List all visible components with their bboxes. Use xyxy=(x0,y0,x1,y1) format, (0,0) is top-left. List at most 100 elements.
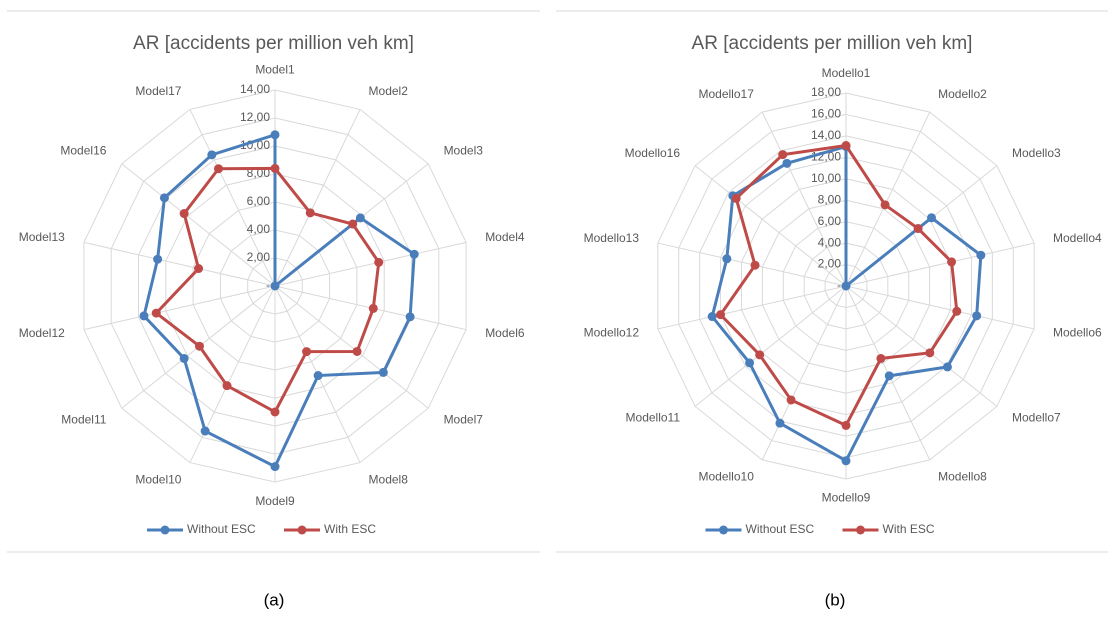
data-point xyxy=(976,250,986,260)
category-label: Modello16 xyxy=(625,146,681,160)
data-point xyxy=(841,420,851,430)
data-point xyxy=(194,264,204,274)
category-label: Model9 xyxy=(255,494,295,508)
tick-label: 12,00 xyxy=(240,110,270,124)
tick-label: 10,00 xyxy=(811,171,841,185)
category-label: Model13 xyxy=(19,230,65,244)
data-point xyxy=(947,257,957,267)
category-label: Modello11 xyxy=(626,411,681,425)
spoke xyxy=(189,285,276,463)
category-label: Model10 xyxy=(135,472,181,486)
tick-label: 6,00 xyxy=(818,214,842,228)
spoke xyxy=(657,285,847,330)
category-label: Modello4 xyxy=(1053,231,1102,245)
category-label: Modello13 xyxy=(584,231,640,245)
tick-label: - xyxy=(837,278,841,292)
data-point xyxy=(925,348,935,358)
spoke xyxy=(845,242,1035,287)
spoke xyxy=(845,285,998,407)
category-label: Model12 xyxy=(19,326,65,340)
data-point xyxy=(942,362,952,372)
data-point xyxy=(409,249,419,259)
legend: Without ESC With ESC xyxy=(147,522,376,536)
category-label: Modello7 xyxy=(1012,411,1061,425)
data-point xyxy=(378,367,388,377)
spoke xyxy=(274,241,467,287)
data-point xyxy=(880,200,890,210)
caption: (a) xyxy=(264,590,285,609)
data-point xyxy=(841,281,851,291)
data-point xyxy=(270,407,280,417)
legend-label: With ESC xyxy=(324,522,376,536)
legend-marker xyxy=(160,525,170,535)
data-point xyxy=(179,353,189,363)
category-label: Modello9 xyxy=(822,490,871,504)
tick-label: 16,00 xyxy=(811,107,841,121)
legend-label: Without ESC xyxy=(187,522,256,536)
data-point xyxy=(352,346,362,356)
category-label: Modello10 xyxy=(699,469,755,483)
spoke xyxy=(761,111,847,287)
data-point xyxy=(722,254,732,264)
category-label: Modello3 xyxy=(1012,146,1061,160)
tick-label: 10,00 xyxy=(240,138,270,152)
data-point xyxy=(270,130,280,140)
data-point xyxy=(716,310,726,320)
category-label: Model6 xyxy=(485,326,525,340)
legend-marker xyxy=(297,525,307,535)
category-label: Model16 xyxy=(60,144,106,158)
data-point xyxy=(841,456,851,466)
tick-label: 2,00 xyxy=(247,250,271,264)
data-point xyxy=(913,224,923,234)
category-label: Model17 xyxy=(135,84,181,98)
spoke xyxy=(845,285,1035,330)
data-point xyxy=(786,395,796,405)
tick-label: 6,00 xyxy=(247,194,271,208)
category-label: Model4 xyxy=(485,230,525,244)
chart-panel: AR [accidents per million veh km] (b) Mode… xyxy=(556,10,1108,609)
data-point xyxy=(305,208,315,218)
data-point xyxy=(972,311,982,321)
data-point xyxy=(355,213,365,223)
data-point xyxy=(302,347,312,357)
category-label: Model2 xyxy=(369,84,409,98)
category-label: Model7 xyxy=(444,413,484,427)
spoke xyxy=(83,285,276,331)
legend-label: With ESC xyxy=(883,522,935,536)
category-label: Model1 xyxy=(255,63,295,77)
category-label: Modello8 xyxy=(938,469,987,483)
spoke xyxy=(761,285,847,461)
tick-label: 4,00 xyxy=(818,235,842,249)
category-label: Modello17 xyxy=(699,87,755,101)
data-point xyxy=(270,163,280,173)
spoke xyxy=(274,285,429,409)
data-point xyxy=(876,353,886,363)
legend-label: Without ESC xyxy=(746,522,815,536)
data-point xyxy=(348,219,358,229)
category-label: Model11 xyxy=(61,413,106,427)
tick-label: 8,00 xyxy=(818,192,842,206)
data-point xyxy=(782,158,792,168)
data-point xyxy=(750,260,760,270)
data-point xyxy=(374,257,384,267)
category-label: Model8 xyxy=(369,472,409,486)
data-point xyxy=(222,381,232,391)
spoke xyxy=(274,109,361,287)
legend-marker xyxy=(719,525,728,535)
data-point xyxy=(884,371,894,381)
data-point xyxy=(745,358,755,368)
tick-label: 18,00 xyxy=(811,85,841,99)
chart-panel: AR [accidents per million veh km] (a) Mode… xyxy=(7,10,540,609)
category-label: Modello2 xyxy=(938,87,987,101)
data-point xyxy=(841,141,851,151)
data-point xyxy=(778,150,788,160)
tick-label: 14,00 xyxy=(240,82,270,96)
legend: Without ESC With ESC xyxy=(705,522,935,536)
data-point xyxy=(151,308,161,318)
spoke xyxy=(694,285,847,407)
data-point xyxy=(159,193,169,203)
data-point xyxy=(270,281,280,291)
tick-label: 14,00 xyxy=(811,128,841,142)
data-point xyxy=(153,254,163,264)
